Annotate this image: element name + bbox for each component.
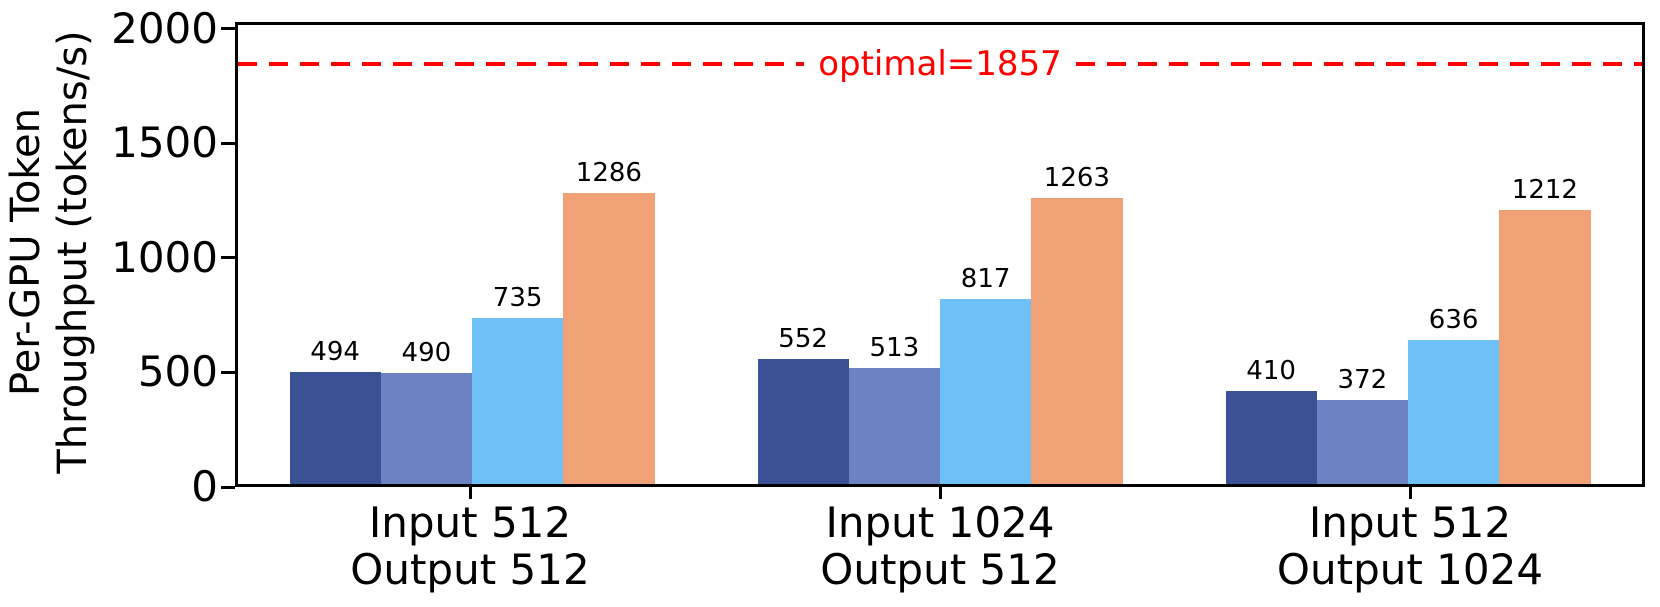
bar-value-label: 494 bbox=[310, 337, 360, 368]
bar-groups: 494 490 735 1286 552 513 817 1263 410 372 636 1212 bbox=[238, 25, 1642, 484]
bar-group-2: 552 513 817 1263 bbox=[706, 25, 1174, 484]
bar-value-label: 1286 bbox=[575, 158, 642, 189]
x-category-label: Input 512 Output 1024 bbox=[1277, 499, 1543, 594]
plot-area: 494 490 735 1286 552 513 817 1263 410 372 636 1212 … bbox=[235, 22, 1645, 487]
y-axis-label-line1: Per-GPU Token bbox=[2, 108, 49, 397]
optimal-line-label: optimal=1857 bbox=[818, 44, 1062, 85]
bar-value-label: 735 bbox=[492, 282, 543, 313]
x-category-label-line: Output 1024 bbox=[1276, 545, 1544, 595]
bar-value-label: 636 bbox=[1428, 305, 1479, 336]
x-tick-mark bbox=[1408, 485, 1412, 499]
y-tick-label: 2000 bbox=[111, 3, 218, 53]
bar-value-label: 1263 bbox=[1043, 163, 1110, 194]
bar-value-label: 372 bbox=[1337, 364, 1388, 395]
y-axis-label-line2: Throughput (tokens/s) bbox=[50, 30, 96, 474]
bar: 1263 bbox=[1031, 165, 1123, 484]
bar-value-label: 490 bbox=[401, 338, 452, 369]
bar: 372 bbox=[1316, 367, 1408, 484]
bar: 552 bbox=[757, 326, 849, 484]
bar: 490 bbox=[380, 340, 472, 484]
reference-line-dash-right bbox=[1075, 62, 1643, 67]
y-tick-label: 1000 bbox=[111, 232, 218, 282]
x-category-label-line: Input 1024 bbox=[825, 498, 1055, 547]
bar-value-label: 410 bbox=[1246, 356, 1296, 387]
bar-value-label: 552 bbox=[778, 324, 828, 355]
y-tick-label: 0 bbox=[191, 462, 218, 511]
x-category-label-line: Input 512 bbox=[1308, 498, 1512, 547]
bar-value-label: 513 bbox=[869, 333, 920, 364]
y-axis-label: Per-GPU Token Throughput (tokens/s) bbox=[3, 30, 97, 473]
x-category-label-line: Output 512 bbox=[350, 545, 590, 595]
bar: 817 bbox=[940, 266, 1032, 484]
bar-value-label: 1212 bbox=[1511, 174, 1578, 205]
x-category-label: Input 1024 Output 512 bbox=[820, 499, 1059, 594]
bar: 1286 bbox=[563, 160, 655, 484]
x-category-label: Input 512 Output 512 bbox=[350, 499, 589, 594]
y-tick-label: 500 bbox=[137, 347, 218, 397]
y-tick-mark bbox=[221, 256, 235, 260]
bar: 494 bbox=[289, 339, 381, 484]
bar: 410 bbox=[1225, 358, 1317, 484]
x-tick-mark bbox=[468, 485, 472, 499]
x-category-label-line: Output 512 bbox=[820, 545, 1060, 595]
y-tick-mark bbox=[221, 27, 235, 31]
bar: 636 bbox=[1408, 307, 1500, 484]
bar: 1212 bbox=[1499, 177, 1591, 484]
reference-line-dash-left bbox=[238, 62, 805, 67]
y-tick-mark bbox=[221, 370, 235, 374]
bar-group-1: 494 490 735 1286 bbox=[238, 25, 706, 484]
y-tick-mark bbox=[221, 485, 235, 489]
y-tick-label: 1500 bbox=[111, 118, 218, 168]
x-category-label-line: Input 512 bbox=[368, 498, 572, 547]
y-tick-mark bbox=[221, 141, 235, 145]
x-tick-mark bbox=[938, 485, 942, 499]
bar: 735 bbox=[472, 285, 564, 484]
bar-group-3: 410 372 636 1212 bbox=[1174, 25, 1642, 484]
bar-value-label: 817 bbox=[960, 264, 1011, 295]
bar: 513 bbox=[848, 335, 940, 484]
